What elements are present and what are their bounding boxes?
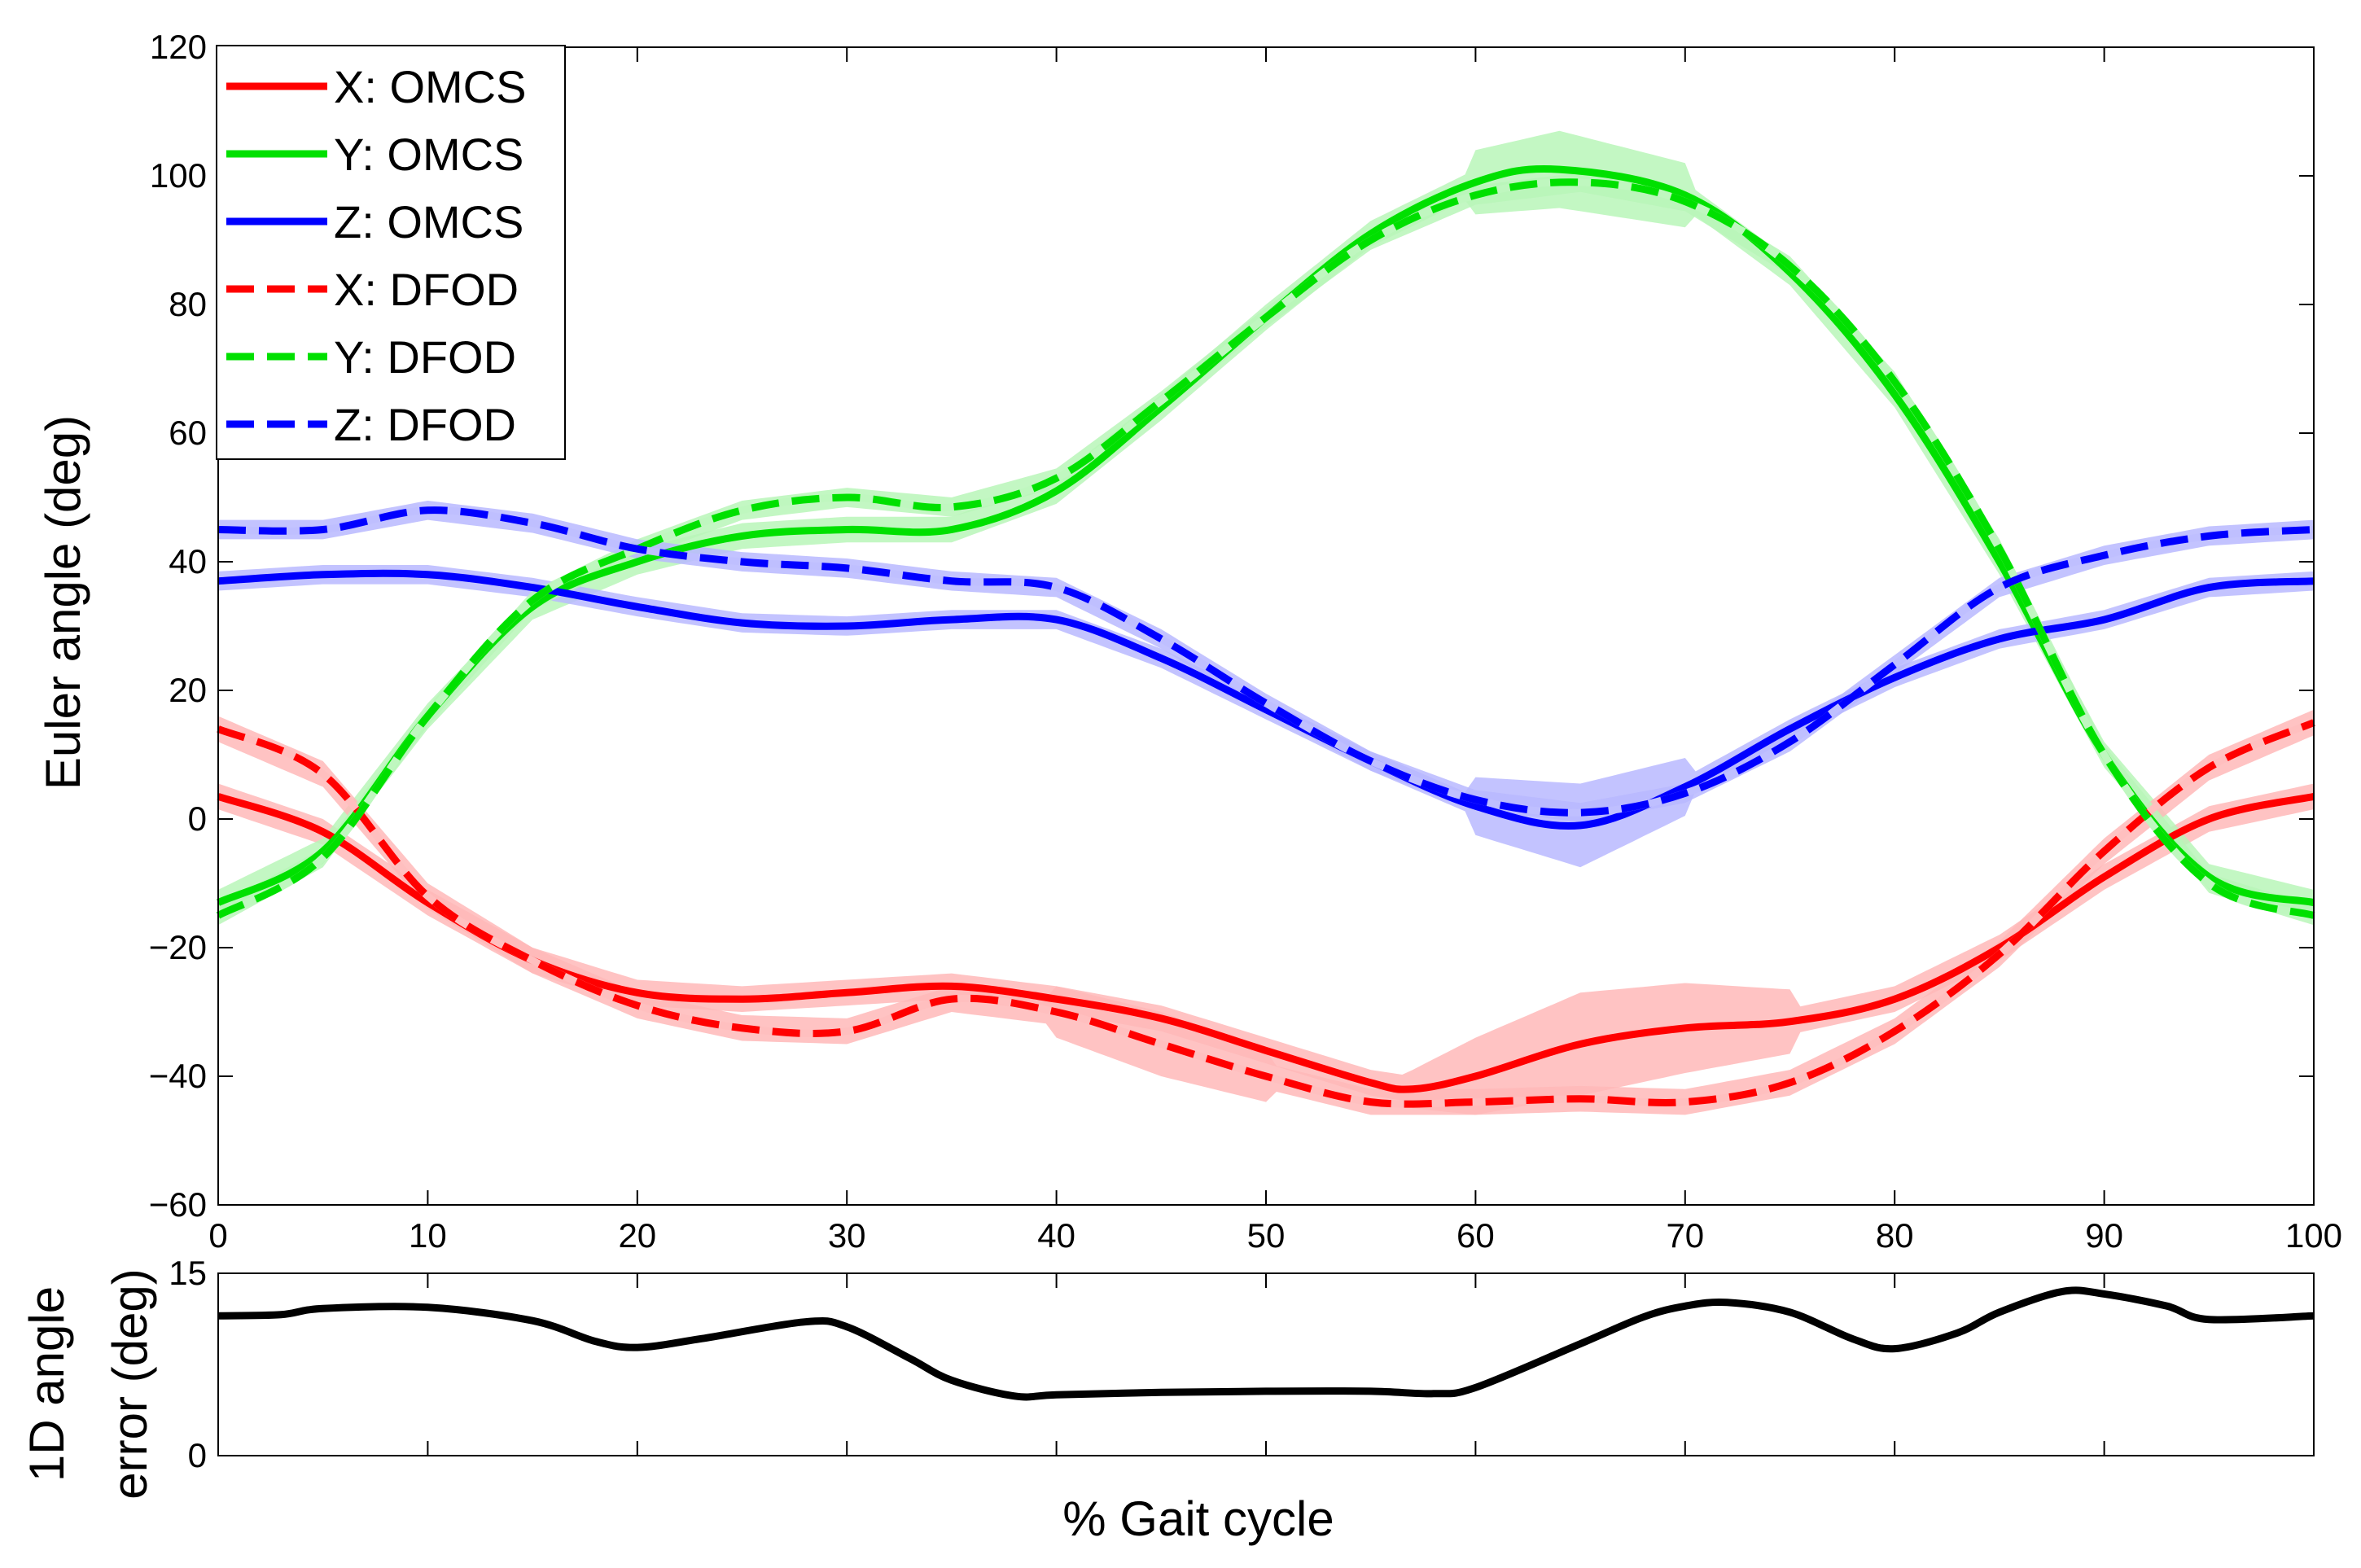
band-z-omcs xyxy=(218,565,2314,868)
main-y-tick-label: 40 xyxy=(169,542,207,580)
band-x-omcs xyxy=(218,783,2314,1115)
legend-label: X: DFOD xyxy=(334,264,519,315)
main-y-tick-label: −40 xyxy=(149,1057,207,1095)
series-lines xyxy=(216,164,2315,1108)
main-x-tick-label: 30 xyxy=(828,1216,866,1255)
error-x-ticks xyxy=(217,1273,2315,1456)
error-y-ticks: 0 15 xyxy=(169,1254,2314,1474)
main-y-tick-label: 80 xyxy=(169,285,207,323)
main-x-tick-label: 90 xyxy=(2085,1216,2123,1255)
main-y-tick-label: −60 xyxy=(149,1185,207,1224)
error-y-tick-label: 0 xyxy=(188,1436,207,1474)
legend-label: Y: DFOD xyxy=(334,331,516,383)
main-x-tick-label: 80 xyxy=(1876,1216,1914,1255)
legend: X: OMCS Y: OMCS Z: OMCS X: DFOD Y: DFOD Z: DF… xyxy=(216,45,566,460)
series-line-z-omcs xyxy=(217,569,2315,830)
main-x-tick-label: 50 xyxy=(1247,1216,1286,1255)
main-y-tick-label: 0 xyxy=(188,799,207,838)
error-y-tick-label: 15 xyxy=(169,1254,207,1292)
main-y-ticks: −60 −40 −20 0 20 40 60 80 100 120 xyxy=(149,28,2314,1224)
x-axis-label: % Gait cycle xyxy=(1062,1491,1334,1546)
error-panel: 0 15 1D angle error (deg) % Gait cycle xyxy=(20,1254,2315,1546)
main-x-tick-label: 60 xyxy=(1456,1216,1495,1255)
series-line-1d-angle-error xyxy=(217,1286,2315,1401)
main-x-ticks: 0 10 20 30 40 50 60 70 80 90 100 xyxy=(208,47,2342,1255)
series-line-x-dfod xyxy=(217,719,2315,1108)
main-y-tick-label: 100 xyxy=(150,156,207,195)
series-line-y-dfod xyxy=(216,178,2315,919)
main-y-tick-label: 60 xyxy=(169,414,207,452)
main-x-tick-label: 40 xyxy=(1037,1216,1075,1255)
legend-label: Y: OMCS xyxy=(334,129,523,180)
series-halo-z-dfod xyxy=(217,506,2315,817)
legend-items: X: OMCS Y: OMCS Z: OMCS X: DFOD Y: DFOD Z: DF… xyxy=(226,61,526,450)
main-x-tick-label: 0 xyxy=(208,1216,227,1255)
main-panel: 0 10 20 30 40 50 60 70 80 90 100 −60 −40 −20 0 20 40 60 8… xyxy=(36,28,2342,1255)
main-y-axis-label: Euler angle (deg) xyxy=(36,415,90,790)
error-y-axis-label-line1: 1D angle xyxy=(20,1286,74,1482)
error-y-axis-label-line2: error (deg) xyxy=(103,1268,157,1499)
error-plot-frame xyxy=(217,1272,2315,1456)
main-y-tick-label: 20 xyxy=(169,671,207,709)
main-x-tick-label: 20 xyxy=(618,1216,656,1255)
main-y-tick-label: −20 xyxy=(149,928,207,966)
legend-label: X: OMCS xyxy=(334,61,526,112)
legend-label: Z: OMCS xyxy=(334,196,523,247)
main-y-tick-label: 120 xyxy=(150,28,207,66)
main-x-tick-label: 70 xyxy=(1666,1216,1704,1255)
legend-box xyxy=(216,45,566,460)
main-x-tick-label: 10 xyxy=(409,1216,447,1255)
error-line xyxy=(217,1286,2315,1401)
main-x-tick-label: 100 xyxy=(2285,1216,2342,1255)
legend-label: Z: DFOD xyxy=(334,399,516,450)
